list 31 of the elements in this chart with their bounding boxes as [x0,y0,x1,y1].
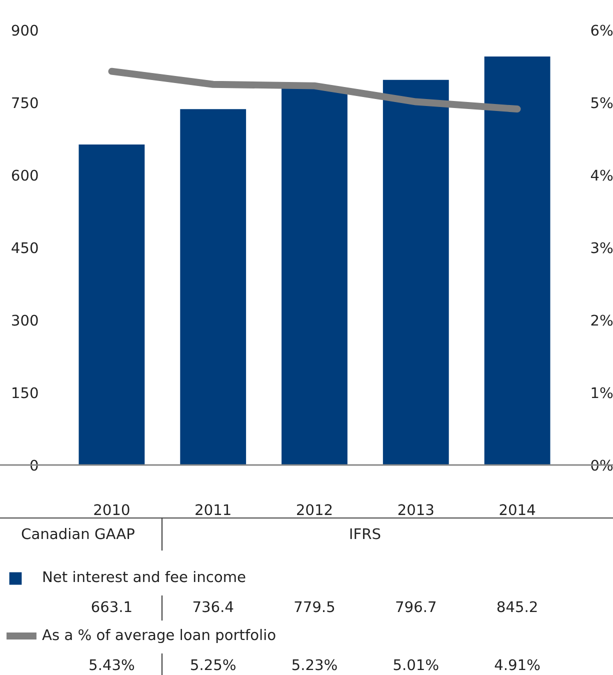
y2-tick-label: 4% [590,170,613,181]
y-tick-label: 450 [12,242,38,254]
data-label: 796.7 [396,601,436,612]
data-label: 663.1 [92,601,132,612]
y2-tick-label: 5% [591,97,613,108]
data-label: 736.4 [193,601,234,612]
y2-tick-label: 3% [591,242,613,254]
x-tick-label: 2013 [398,504,434,516]
x-tick-label: 2010 [94,504,130,516]
data-label: 4.91% [494,659,540,670]
y2-tick-label: 2% [591,314,613,326]
y2-tick-label: 1% [592,387,613,398]
data-label: 5.25% [191,659,236,670]
y-tick-label: 150 [12,387,38,398]
data-label: 845.2 [497,601,537,612]
x-tick-label: 2014 [500,504,536,516]
x-tick-label: 2012 [297,504,332,516]
data-label: 5.01% [394,659,438,670]
text: Canadian GAAP [22,528,134,540]
y-tick-label: 300 [12,314,38,326]
data-label: 5.43% [90,659,134,670]
y-tick-label: 900 [12,24,38,36]
legend-label: As a % of average loan portfolio [42,628,276,644]
legend-label: Net interest and fee income [43,570,246,582]
y2-tick-label: 6% [591,24,613,36]
data-label: 5.23% [292,659,337,670]
text: IFRS [350,528,380,540]
data-label: 779.5 [294,601,334,612]
x-tick-label: 2011 [196,504,230,516]
y-tick-label: 600 [12,170,38,181]
y-tick-label: 750 [12,97,38,108]
